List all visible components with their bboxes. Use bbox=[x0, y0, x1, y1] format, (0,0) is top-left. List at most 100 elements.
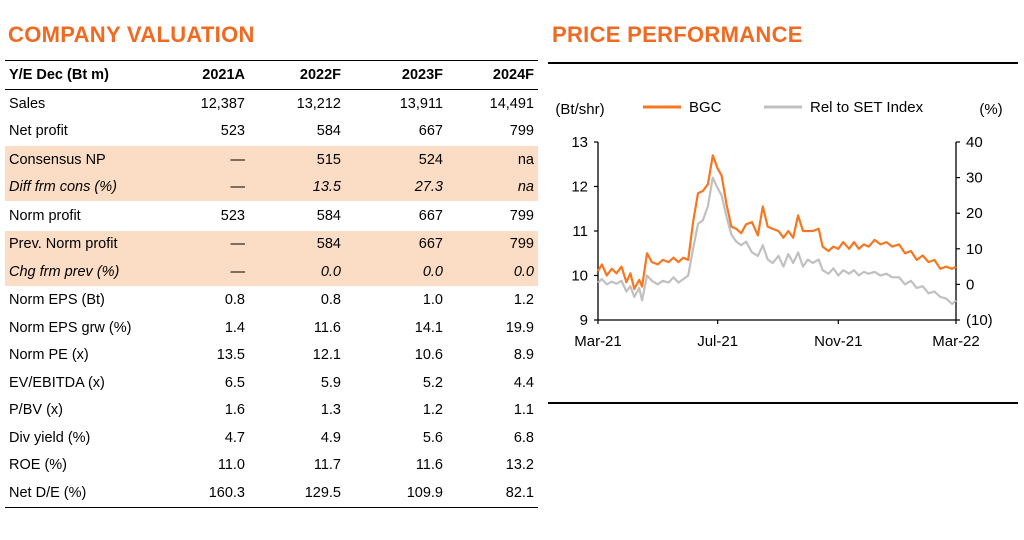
table-row: Diff frm cons (%) —13.5 27.3 na bbox=[5, 173, 538, 202]
cell-value: 10.6 bbox=[414, 347, 443, 364]
row-label: Diff frm cons (%) bbox=[5, 173, 171, 202]
table-row: EV/EBITDA (x) 6.5 5.9 5.2 4.4 bbox=[5, 369, 538, 397]
y-right-tick-label: 10 bbox=[966, 241, 983, 258]
cell-value: 523 bbox=[220, 123, 245, 140]
header-2021a: 2021A bbox=[171, 60, 249, 90]
cell-value: 667 bbox=[345, 229, 447, 258]
y-left-tick-label: 12 bbox=[571, 179, 588, 196]
cell-value: 13,911 bbox=[399, 95, 443, 112]
cell-value: 799 bbox=[509, 123, 534, 140]
valuation-table: Y/E Dec (Bt m) 2021A 2022F 2023F 2024F S… bbox=[5, 60, 538, 508]
cell-value: 14,491 bbox=[489, 95, 534, 112]
x-tick-label: Jul-21 bbox=[697, 333, 738, 350]
cell-value: — bbox=[171, 258, 249, 286]
cell-value: 11.7 bbox=[313, 457, 341, 474]
row-label: ROE (%) bbox=[9, 457, 67, 474]
row-label: Net D/E (%) bbox=[5, 479, 171, 508]
chart-bottom-rule bbox=[548, 402, 1018, 404]
cell-value: 515 bbox=[249, 145, 345, 174]
row-label: Consensus NP bbox=[5, 145, 171, 174]
x-tick-label: Mar-22 bbox=[932, 333, 980, 350]
cell-value: 1.4 bbox=[224, 319, 245, 336]
x-tick-label: Nov-21 bbox=[814, 333, 862, 350]
row-label: Norm EPS (Bt) bbox=[5, 285, 171, 314]
cell-value: 129.5 bbox=[249, 479, 345, 508]
table-row: Chg frm prev (%) —0.0 0.0 0.0 bbox=[5, 258, 538, 286]
cell-value: 0.0 bbox=[345, 258, 447, 286]
header-label: Y/E Dec (Bt m) bbox=[5, 60, 171, 90]
cell-value: 14.1 bbox=[414, 319, 443, 336]
cell-value: 0.8 bbox=[171, 285, 249, 314]
cell-value: 1.1 bbox=[513, 402, 534, 419]
table-row: Norm PE (x) 13.5 12.1 10.6 8.9 bbox=[5, 342, 538, 370]
y-axis-right-label: (%) bbox=[979, 101, 1002, 118]
x-tick-label: Mar-21 bbox=[574, 333, 622, 350]
cell-value: 82.1 bbox=[447, 479, 538, 508]
row-label: EV/EBITDA (x) bbox=[9, 374, 105, 391]
cell-value: 5.9 bbox=[320, 374, 341, 391]
cell-value: 12.1 bbox=[312, 347, 341, 364]
row-label: Chg frm prev (%) bbox=[5, 258, 171, 286]
cell-value: 799 bbox=[447, 201, 538, 230]
table-row: Net D/E (%) 160.3 129.5 109.9 82.1 bbox=[5, 479, 538, 508]
cell-value: 109.9 bbox=[345, 479, 447, 508]
cell-value: 4.7 bbox=[224, 429, 245, 446]
cell-value: 160.3 bbox=[171, 479, 249, 508]
table-row: ROE (%) 11.0 11.7 11.6 13.2 bbox=[5, 452, 538, 480]
header-2023f: 2023F bbox=[345, 60, 447, 90]
cell-value: 13.5 bbox=[249, 173, 345, 202]
cell-value: 523 bbox=[171, 201, 249, 230]
cell-value: 4.4 bbox=[513, 374, 534, 391]
cell-value: 11.6 bbox=[313, 319, 341, 336]
legend-label-rel-set: Rel to SET Index bbox=[810, 99, 924, 116]
cell-value: na bbox=[447, 145, 538, 174]
y-left-tick-label: 9 bbox=[580, 312, 588, 329]
cell-value: 19.9 bbox=[505, 319, 534, 336]
price-performance-chart: (Bt/shr) (%) BGC Rel to SET Index 1312111… bbox=[555, 99, 1002, 350]
table-row: Norm profit 523 584 667 799 bbox=[5, 201, 538, 230]
row-label: Net profit bbox=[9, 123, 68, 140]
row-label: P/BV (x) bbox=[9, 402, 63, 419]
cell-value: 584 bbox=[249, 201, 345, 230]
table-row: Prev. Norm profit —584 667 799 bbox=[5, 229, 538, 258]
cell-value: 584 bbox=[249, 229, 345, 258]
cell-value: 27.3 bbox=[345, 173, 447, 202]
series-line-rel-set bbox=[597, 176, 957, 306]
legend: BGC Rel to SET Index bbox=[643, 99, 924, 116]
header-2024f: 2024F bbox=[447, 60, 538, 90]
valuation-header-row: Y/E Dec (Bt m) 2021A 2022F 2023F 2024F bbox=[5, 60, 538, 90]
cell-value: 6.5 bbox=[224, 374, 245, 391]
row-label: Prev. Norm profit bbox=[5, 229, 171, 258]
y-axis-left-label: (Bt/shr) bbox=[555, 101, 604, 118]
cell-value: — bbox=[171, 173, 249, 202]
row-label: Norm PE (x) bbox=[9, 347, 89, 364]
series-line-bgc bbox=[597, 154, 957, 290]
cell-value: 0.8 bbox=[249, 285, 345, 314]
cell-value: — bbox=[171, 229, 249, 258]
y-right-tick-label: 0 bbox=[966, 276, 974, 293]
cell-value: 1.6 bbox=[224, 402, 245, 419]
row-label: Sales bbox=[9, 95, 46, 112]
cell-value: 13.5 bbox=[216, 347, 245, 364]
row-label: Div yield (%) bbox=[9, 429, 91, 446]
header-2022f: 2022F bbox=[249, 60, 345, 90]
cell-value: 6.8 bbox=[513, 429, 534, 446]
table-row: P/BV (x) 1.6 1.3 1.2 1.1 bbox=[5, 397, 538, 425]
row-label: Norm EPS grw (%) bbox=[9, 319, 132, 336]
y-right-tick-label: 30 bbox=[966, 170, 983, 187]
row-label: Norm profit bbox=[5, 201, 171, 230]
table-row: Consensus NP —515 524 na bbox=[5, 145, 538, 174]
y-right-tick-label: 40 bbox=[966, 134, 983, 151]
valuation-title: COMPANY VALUATION bbox=[8, 22, 255, 47]
cell-value: 13.2 bbox=[505, 457, 534, 474]
cell-value: 0.0 bbox=[447, 258, 538, 286]
axes: 13 12 11 10 9 40 30 20 10 0 (10) Mar-21 Jul-21 Nov-21… bbox=[571, 134, 992, 350]
y-left-tick-label: 13 bbox=[571, 134, 588, 151]
cell-value: 11.6 bbox=[415, 457, 443, 474]
cell-value: 524 bbox=[345, 145, 447, 174]
cell-value: 799 bbox=[447, 229, 538, 258]
cell-value: 13,212 bbox=[296, 95, 341, 112]
series-layer bbox=[597, 154, 957, 306]
cell-value: 1.2 bbox=[422, 402, 443, 419]
price-performance-title: PRICE PERFORMANCE bbox=[552, 22, 803, 47]
